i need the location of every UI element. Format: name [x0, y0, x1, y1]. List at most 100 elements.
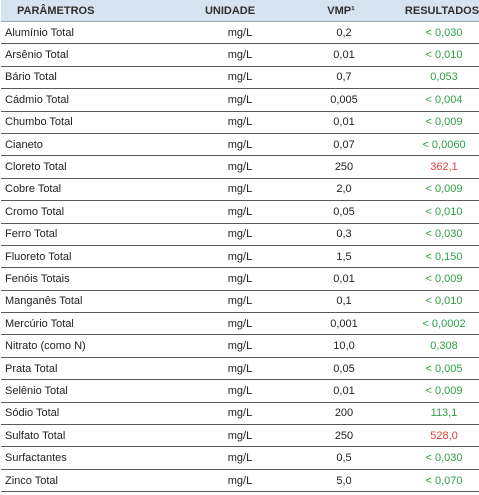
result-cell: < 0,150: [391, 245, 479, 269]
table-row: Selênio Total mg/L 0,01 < 0,009: [1, 379, 479, 403]
result-cell: < 0,009: [391, 178, 479, 202]
table-body: Alumínio Total mg/L 0,2 < 0,030 Arsênio Tota…: [1, 21, 479, 493]
result-cell: 0,053: [391, 66, 479, 90]
parameter-cell: Cianeto: [1, 133, 169, 157]
table-row: Surfactantes mg/L 0,5 < 0,030: [1, 446, 479, 470]
table-row: Zinco Total mg/L 5,0 < 0,070: [1, 469, 479, 493]
unit-cell: mg/L: [169, 290, 291, 314]
table-row: Cianeto mg/L 0,07 < 0,0060: [1, 133, 479, 157]
vmp-cell: 0,05: [291, 357, 391, 381]
vmp-cell: 0,01: [291, 267, 391, 291]
parameter-cell: Fluoreto Total: [1, 245, 169, 269]
unit-cell: mg/L: [169, 155, 291, 179]
result-cell: < 0,004: [391, 88, 479, 112]
result-cell: < 0,030: [391, 21, 479, 45]
result-cell: < 0,010: [391, 43, 479, 67]
vmp-cell: 0,3: [291, 223, 391, 246]
parameter-cell: Nitrato (como N): [1, 334, 169, 358]
vmp-cell: 0,005: [291, 88, 391, 112]
vmp-cell: 10,0: [291, 334, 391, 358]
result-cell: < 0,010: [391, 200, 479, 224]
parameter-cell: Manganês Total: [1, 290, 169, 314]
vmp-cell: 250: [291, 155, 391, 179]
vmp-cell: 0,5: [291, 446, 391, 470]
parameter-cell: Cobre Total: [1, 178, 169, 202]
result-cell: 113,1: [391, 402, 479, 426]
result-cell: < 0,009: [391, 111, 479, 134]
result-cell: < 0,070: [391, 469, 479, 493]
vmp-cell: 0,2: [291, 21, 391, 45]
table-row: Prata Total mg/L 0,05 < 0,005: [1, 357, 479, 381]
parameter-cell: Bário Total: [1, 66, 169, 90]
parameter-cell: Fenóis Totais: [1, 267, 169, 291]
unit-cell: mg/L: [169, 402, 291, 426]
vmp-cell: 0,07: [291, 133, 391, 157]
vmp-cell: 1,5: [291, 245, 391, 269]
table-row: Sódio Total mg/L 200 113,1: [1, 402, 479, 426]
unit-cell: mg/L: [169, 223, 291, 246]
table-row: Ferro Total mg/L 0,3 < 0,030: [1, 223, 479, 246]
header-result: RESULTADOS: [391, 0, 479, 22]
table-row: Sulfato Total mg/L 250 528,0: [1, 424, 479, 448]
unit-cell: mg/L: [169, 245, 291, 269]
unit-cell: mg/L: [169, 21, 291, 45]
parameter-cell: Zinco Total: [1, 469, 169, 493]
parameter-cell: Prata Total: [1, 357, 169, 381]
parameter-cell: Chumbo Total: [1, 111, 169, 134]
unit-cell: mg/L: [169, 43, 291, 67]
unit-cell: mg/L: [169, 312, 291, 336]
result-cell: < 0,030: [391, 446, 479, 470]
vmp-cell: 0,1: [291, 290, 391, 314]
parameter-cell: Alumínio Total: [1, 21, 169, 45]
unit-cell: mg/L: [169, 446, 291, 470]
unit-cell: mg/L: [169, 66, 291, 90]
unit-cell: mg/L: [169, 200, 291, 224]
vmp-cell: 250: [291, 424, 391, 448]
parameter-cell: Cromo Total: [1, 200, 169, 224]
table-row: Fenóis Totais mg/L 0,01 < 0,009: [1, 267, 479, 291]
vmp-cell: 0,05: [291, 200, 391, 224]
parameter-cell: Sódio Total: [1, 402, 169, 426]
result-cell: 362,1: [391, 155, 479, 179]
unit-cell: mg/L: [169, 379, 291, 403]
vmp-cell: 200: [291, 402, 391, 426]
table-row: Alumínio Total mg/L 0,2 < 0,030: [1, 21, 479, 45]
table-row: Cromo Total mg/L 0,05 < 0,010: [1, 200, 479, 224]
vmp-cell: 0,01: [291, 43, 391, 67]
vmp-cell: 0,001: [291, 312, 391, 336]
unit-cell: mg/L: [169, 133, 291, 157]
header-row: PARÂMETROS UNIDADE VMP¹ RESULTADOS: [1, 0, 479, 22]
parameter-cell: Mercúrio Total: [1, 312, 169, 336]
parameter-cell: Selênio Total: [1, 379, 169, 403]
table-header: PARÂMETROS UNIDADE VMP¹ RESULTADOS: [1, 0, 479, 22]
unit-cell: mg/L: [169, 469, 291, 493]
result-cell: < 0,009: [391, 267, 479, 291]
table-row: Cloreto Total mg/L 250 362,1: [1, 155, 479, 179]
vmp-cell: 0,01: [291, 379, 391, 403]
result-cell: 0,308: [391, 334, 479, 358]
parameter-cell: Sulfato Total: [1, 424, 169, 448]
parameter-cell: Ferro Total: [1, 223, 169, 246]
unit-cell: mg/L: [169, 424, 291, 448]
table-row: Arsênio Total mg/L 0,01 < 0,010: [1, 43, 479, 67]
unit-cell: mg/L: [169, 88, 291, 112]
unit-cell: mg/L: [169, 357, 291, 381]
parameter-cell: Cloreto Total: [1, 155, 169, 179]
vmp-cell: 0,01: [291, 111, 391, 134]
parameter-cell: Surfactantes: [1, 446, 169, 470]
header-unit: UNIDADE: [169, 0, 291, 22]
result-cell: < 0,009: [391, 379, 479, 403]
parameter-cell: Arsênio Total: [1, 43, 169, 67]
vmp-cell: 2,0: [291, 178, 391, 202]
table-row: Cádmio Total mg/L 0,005 < 0,004: [1, 88, 479, 112]
header-parameter: PARÂMETROS: [1, 0, 169, 22]
unit-cell: mg/L: [169, 178, 291, 202]
result-cell: < 0,030: [391, 223, 479, 246]
result-cell: < 0,0002: [391, 312, 479, 336]
unit-cell: mg/L: [169, 267, 291, 291]
parameter-cell: Cádmio Total: [1, 88, 169, 112]
vmp-cell: 0,7: [291, 66, 391, 90]
result-cell: < 0,010: [391, 290, 479, 314]
table-row: Nitrato (como N) mg/L 10,0 0,308: [1, 334, 479, 358]
